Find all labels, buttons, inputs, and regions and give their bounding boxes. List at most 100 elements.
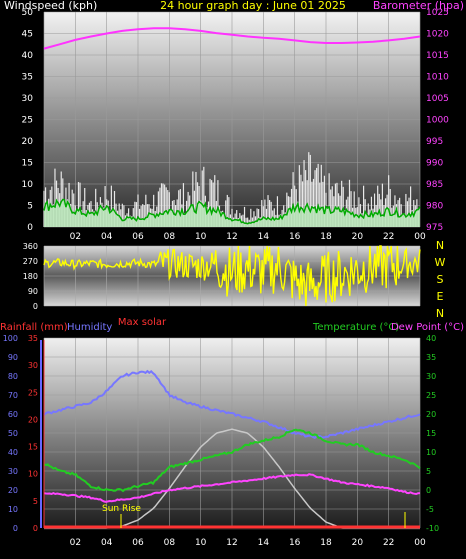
temperature-axis-title: Temperature (°C) (312, 322, 399, 333)
rain-tick: 35 (28, 334, 38, 343)
windspeed-tick: 45 (22, 30, 33, 40)
barometer-tick: 1015 (426, 51, 449, 61)
barometer-tick: 1010 (426, 73, 449, 83)
x-tick-label: 02 (70, 232, 81, 242)
humidity-tick: 40 (8, 448, 18, 457)
x-tick-label: 12 (226, 538, 237, 548)
barometer-tick: 1000 (426, 116, 449, 126)
x-tick-label: 10 (195, 538, 207, 548)
x-tick-label: 20 (352, 232, 364, 242)
direction-tick: 90 (28, 287, 38, 296)
temperature-tick: 0 (426, 486, 431, 495)
compass-letter: W (435, 256, 446, 269)
rain-tick: 15 (28, 443, 38, 452)
x-tick-label: 22 (383, 232, 394, 242)
rain-tick: 5 (33, 497, 38, 506)
humidity-tick: 60 (8, 410, 18, 419)
barometer-tick: 985 (426, 180, 443, 190)
direction-tick: 0 (33, 302, 38, 311)
windspeed-tick: 20 (22, 137, 34, 147)
rainfall-axis-title: Rainfall (mm) (0, 322, 68, 333)
temperature-tick: 40 (426, 334, 436, 343)
compass-letter: S (437, 273, 444, 286)
wind-direction-line (43, 245, 421, 307)
x-tick-label: 10 (195, 232, 207, 242)
x-tick-label: 06 (132, 232, 144, 242)
direction-tick: 270 (23, 257, 38, 266)
humidity-tick: 30 (8, 467, 18, 476)
windspeed-tick: 25 (22, 116, 33, 126)
graph-title: 24 hour graph day : June 01 2025 (160, 0, 346, 12)
x-tick-label: 22 (383, 538, 394, 548)
x-tick-label: 04 (101, 232, 113, 242)
humidity-tick: 90 (8, 353, 18, 362)
barometer-tick: 1025 (426, 8, 449, 18)
x-tick-label: 16 (289, 232, 301, 242)
x-tick-label: 12 (226, 232, 237, 242)
temperature-tick: -10 (426, 524, 439, 533)
barometer-series-line (43, 27, 421, 50)
windspeed-tick-labels: 0 5 10 15 20 25 30 35 40 45 50 (22, 8, 34, 233)
temperature-tick: 10 (426, 448, 436, 457)
humidity-tick: 70 (8, 391, 18, 400)
temperature-tick: 20 (426, 410, 436, 419)
wind-area (44, 199, 420, 227)
humidity-axis-title: Humidity (67, 322, 112, 333)
windspeed-tick: 30 (22, 94, 34, 104)
x-tick-label: 04 (101, 538, 113, 548)
x-tick-label: 08 (164, 538, 176, 548)
barometer-axis-title: Barometer (hpa) (373, 0, 464, 12)
max-solar-label: Max solar (118, 317, 167, 328)
temp-humidity-series (43, 369, 421, 529)
temperature-tick: 15 (426, 429, 436, 438)
humidity-tick: 10 (8, 505, 18, 514)
direction-grid (43, 245, 421, 307)
rain-tick: 10 (28, 470, 38, 479)
temperature-tick: 5 (426, 467, 431, 476)
dewpoint-axis-title: Dew Point (°C) (391, 322, 464, 333)
x-tick-label: 18 (320, 232, 332, 242)
windspeed-tick: 5 (27, 202, 33, 212)
sunrise-label: Sun Rise (102, 504, 141, 514)
compass-letter: E (437, 290, 444, 303)
x-tick-label: 18 (320, 538, 332, 548)
windspeed-tick: 40 (22, 51, 34, 61)
x-tick-label: 20 (352, 538, 364, 548)
x-tick-label: 08 (164, 232, 176, 242)
rain-tick-labels: 0 5 10 15 20 25 30 35 (28, 334, 38, 533)
windspeed-tick: 35 (22, 73, 33, 83)
rain-tick: 20 (28, 415, 38, 424)
barometer-tick: 990 (426, 159, 443, 169)
direction-series (43, 245, 421, 307)
direction-tick-labels: 0 90 180 270 360 (23, 242, 38, 311)
windspeed-tick: 15 (22, 159, 33, 169)
windspeed-tick: 50 (22, 8, 34, 18)
direction-tick: 360 (23, 242, 38, 251)
barometer-tick: 1020 (426, 30, 449, 40)
barometer-tick: 980 (426, 202, 443, 212)
barometer-tick: 995 (426, 137, 443, 147)
compass-letter: N (436, 307, 444, 320)
x-tick-label: 16 (289, 538, 301, 548)
humidity-tick: 80 (8, 372, 18, 381)
rain-tick: 25 (28, 388, 38, 397)
windspeed-tick: 10 (22, 180, 34, 190)
temperature-tick-labels: -10 -5 0 5 10 15 20 25 30 35 40 (426, 334, 439, 533)
x-tick-label: 14 (258, 538, 270, 548)
x-tick-label: 06 (132, 538, 144, 548)
temperature-tick: -5 (426, 505, 434, 514)
humidity-series-line (43, 369, 421, 440)
temperature-series-line (43, 428, 421, 493)
humidity-tick: 100 (3, 334, 18, 343)
x-tick-labels-top: 02 04 06 08 10 12 14 16 18 20 22 00 (70, 232, 426, 242)
x-tick-label: 00 (414, 538, 426, 548)
compass-letter: N (436, 239, 444, 252)
x-tick-label: 00 (414, 232, 426, 242)
x-tick-label: 14 (258, 232, 270, 242)
windspeed-tick: 0 (27, 223, 33, 233)
rain-tick: 0 (33, 524, 38, 533)
barometer-tick-labels: 975 980 985 990 995 1000 1005 1010 1015 1020 1025 (426, 8, 449, 233)
humidity-tick: 0 (13, 524, 18, 533)
